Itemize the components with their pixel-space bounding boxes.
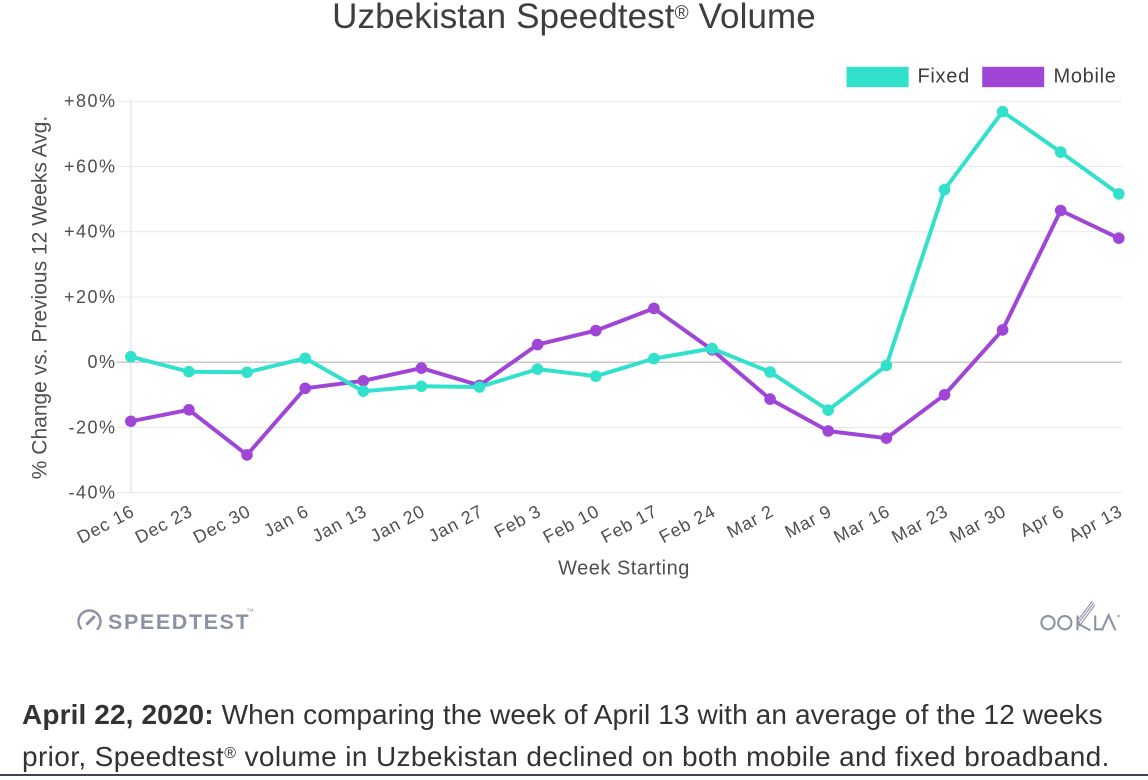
svg-text:Dec 23: Dec 23	[132, 501, 196, 548]
svg-text:Mar 16: Mar 16	[830, 501, 893, 547]
svg-text:-40%: -40%	[68, 483, 116, 503]
svg-text:Feb 10: Feb 10	[540, 501, 603, 547]
svg-text:Feb 17: Feb 17	[598, 501, 661, 547]
svg-text:Mar 2: Mar 2	[723, 501, 777, 542]
svg-text:+60%: +60%	[64, 157, 117, 177]
svg-text:Feb 24: Feb 24	[656, 501, 719, 547]
svg-text:Feb 3: Feb 3	[491, 501, 545, 542]
svg-text:Dec 30: Dec 30	[190, 501, 254, 548]
svg-text:+40%: +40%	[64, 222, 117, 242]
svg-text:0%: 0%	[87, 352, 116, 372]
svg-text:Dec 16: Dec 16	[74, 501, 138, 548]
svg-text:Mar 30: Mar 30	[946, 501, 1009, 547]
svg-text:Jan 20: Jan 20	[367, 501, 428, 546]
svg-text:Apr 13: Apr 13	[1065, 501, 1125, 546]
svg-text:-20%: -20%	[68, 418, 116, 438]
svg-text:SPEEDTEST: SPEEDTEST	[108, 610, 250, 634]
svg-text:% Change vs. Previous 12 Weeks: % Change vs. Previous 12 Weeks Avg.	[29, 116, 52, 479]
svg-text:Apr 6: Apr 6	[1017, 501, 1068, 541]
svg-text:Mobile: Mobile	[1054, 65, 1117, 87]
svg-text:Mar 23: Mar 23	[888, 501, 951, 547]
svg-text:Jan 13: Jan 13	[309, 501, 370, 546]
svg-text:Week Starting: Week Starting	[558, 558, 690, 580]
svg-text:Mar 9: Mar 9	[782, 501, 836, 542]
svg-text:™: ™	[246, 607, 254, 616]
svg-text:Jan 6: Jan 6	[260, 501, 312, 541]
svg-text:+20%: +20%	[64, 287, 117, 307]
svg-text:Fixed: Fixed	[918, 65, 970, 87]
svg-text:Jan 27: Jan 27	[425, 501, 486, 546]
svg-text:+80%: +80%	[64, 91, 117, 111]
